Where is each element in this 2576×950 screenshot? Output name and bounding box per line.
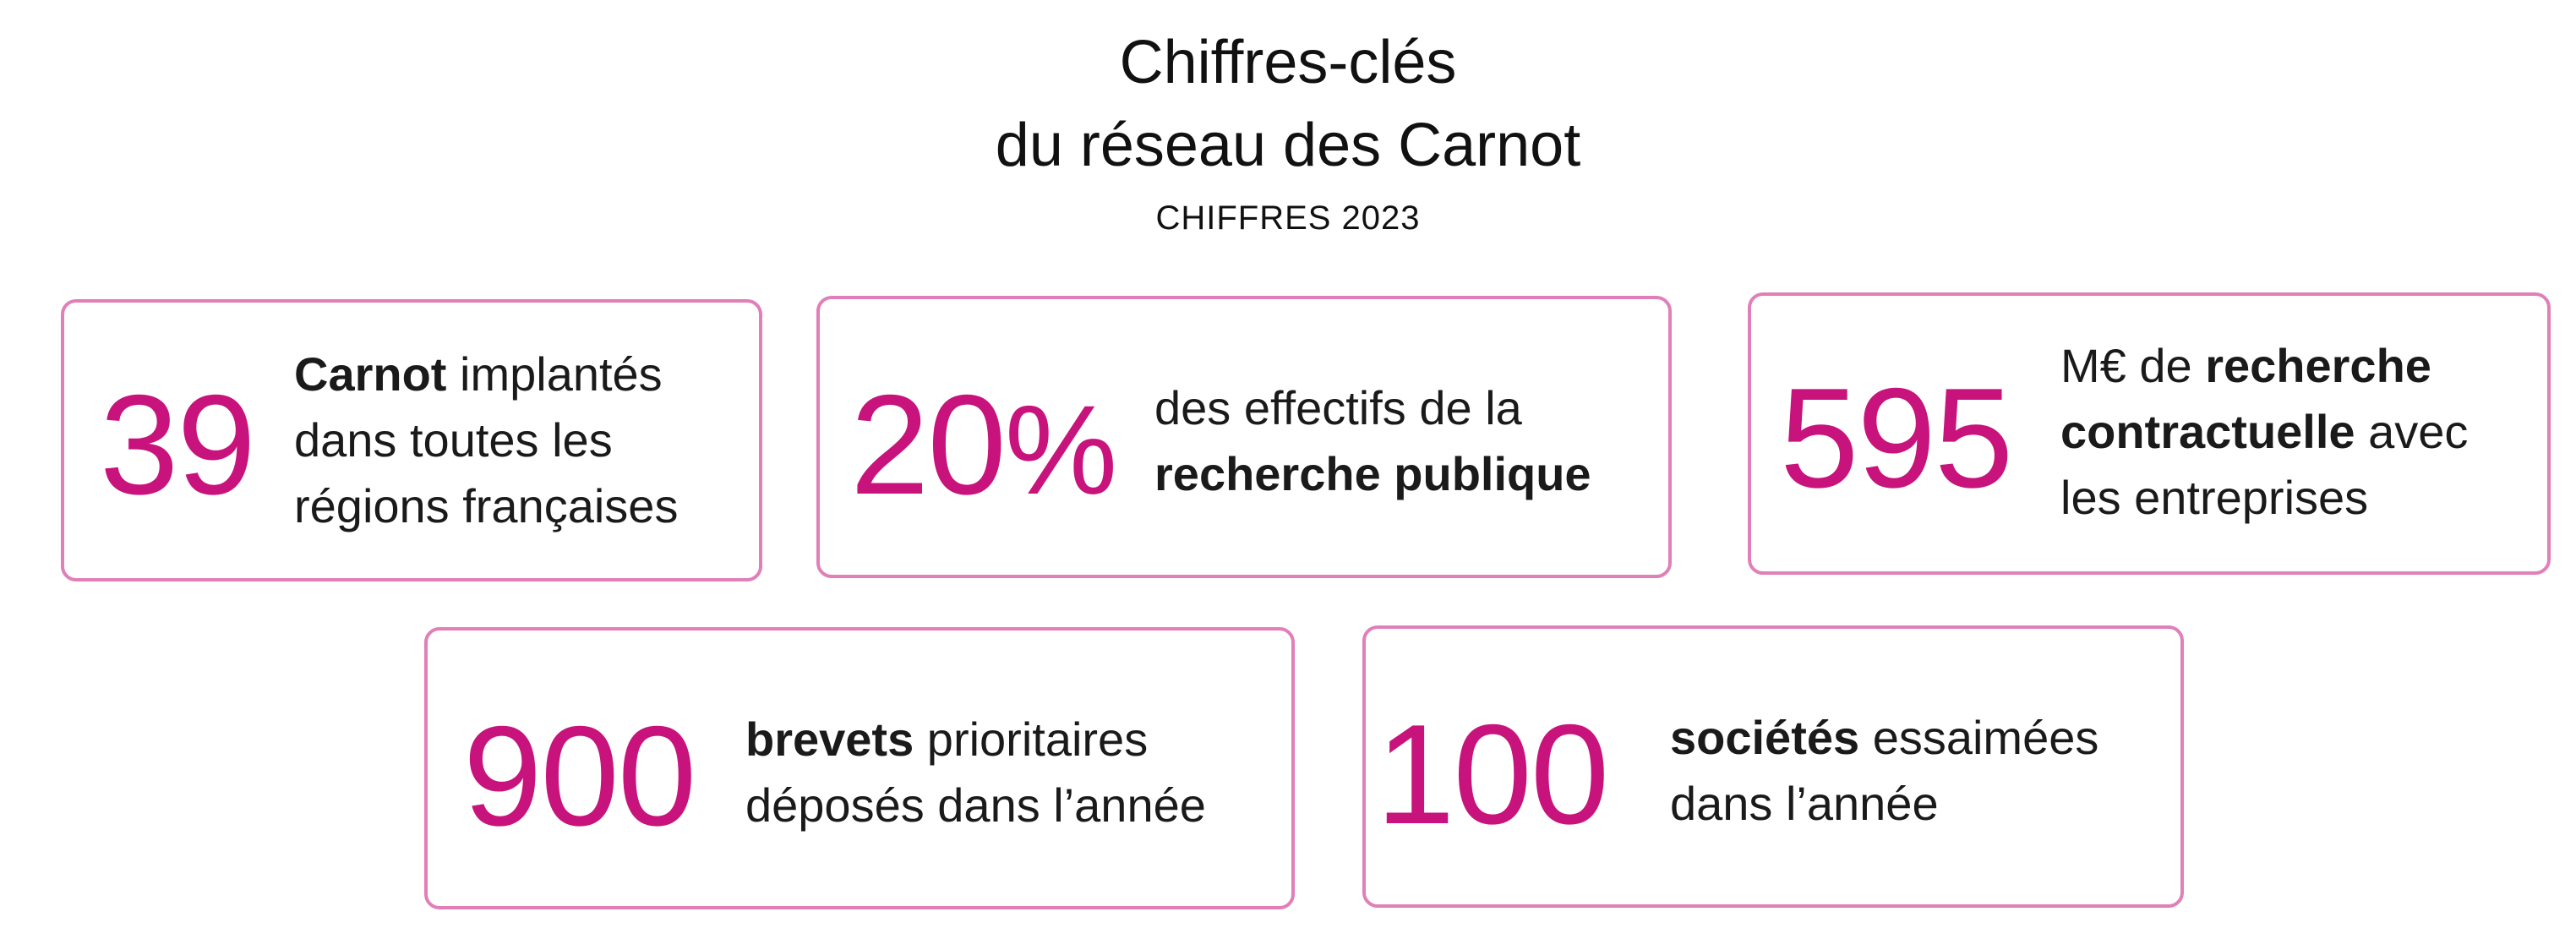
stat-description-line-1: Carnot implantés xyxy=(294,341,678,407)
stat-keyword: sociétés xyxy=(1670,711,1860,764)
stat-text: avec xyxy=(2355,405,2469,458)
stat-card-societes: 100 sociétés essaimées dans l’année xyxy=(1362,625,2184,908)
stat-number: 595 xyxy=(1780,358,2013,517)
stat-card-carnot: 39 Carnot implantés dans toutes les régi… xyxy=(61,299,762,581)
stat-keyword: recherche publique xyxy=(1154,447,1591,500)
stat-description-line-2: recherche publique xyxy=(1154,441,1591,507)
page-subtitle: CHIFFRES 2023 xyxy=(1155,199,1421,237)
stat-description-line-1: sociétés essaimées xyxy=(1670,705,2098,771)
stat-number: 900 xyxy=(463,696,696,855)
stat-description-line-1: des effectifs de la xyxy=(1154,381,1522,434)
stat-description: sociétés essaimées dans l’année xyxy=(1670,705,2098,837)
stat-card-brevets: 900 brevets prioritaires déposés dans l’… xyxy=(424,627,1295,909)
stat-keyword: contractuelle xyxy=(2060,405,2355,458)
stat-description-line-1: brevets prioritaires xyxy=(745,707,1206,773)
page-title-line-2: du réseau des Carnot xyxy=(995,112,1581,179)
stat-card-effectifs: 20% des effectifs de la recherche publiq… xyxy=(816,296,1672,578)
stat-description: Carnot implantés dans toutes les régions… xyxy=(294,341,678,539)
stat-number-value: 20 xyxy=(850,365,1007,524)
stat-text: M€ de xyxy=(2060,339,2206,392)
stat-number: 100 xyxy=(1376,695,1609,854)
stat-number: 20% xyxy=(850,374,1117,521)
stat-description-line-3: régions françaises xyxy=(294,479,679,532)
page-title-line-1: Chiffres-clés xyxy=(1119,29,1457,96)
stat-description-line-3: les entreprises xyxy=(2060,471,2369,524)
stat-keyword: recherche xyxy=(2205,339,2431,392)
stat-text: prioritaires xyxy=(914,712,1149,766)
stat-description: M€ de recherche contractuelle avec les e… xyxy=(2060,333,2468,531)
stat-description: brevets prioritaires déposés dans l’anné… xyxy=(745,707,1206,838)
stat-description: des effectifs de la recherche publique xyxy=(1154,375,1591,507)
stat-description-line-2: dans l’année xyxy=(1670,777,1939,830)
stat-description-line-2: contractuelle avec xyxy=(2060,399,2468,465)
stat-number-suffix: % xyxy=(1004,379,1117,521)
stat-number: 39 xyxy=(100,365,256,524)
stat-keyword: brevets xyxy=(745,712,914,766)
stat-card-recherche-contractuelle: 595 M€ de recherche contractuelle avec l… xyxy=(1748,292,2551,575)
stat-keyword: Carnot xyxy=(294,347,447,401)
stat-description-line-2: déposés dans l’année xyxy=(745,778,1206,832)
stat-description-line-1: M€ de recherche xyxy=(2060,333,2468,399)
stat-description-line-2: dans toutes les xyxy=(294,413,613,467)
stat-text: implantés xyxy=(446,347,663,401)
stat-text: essaimées xyxy=(1859,711,2099,764)
